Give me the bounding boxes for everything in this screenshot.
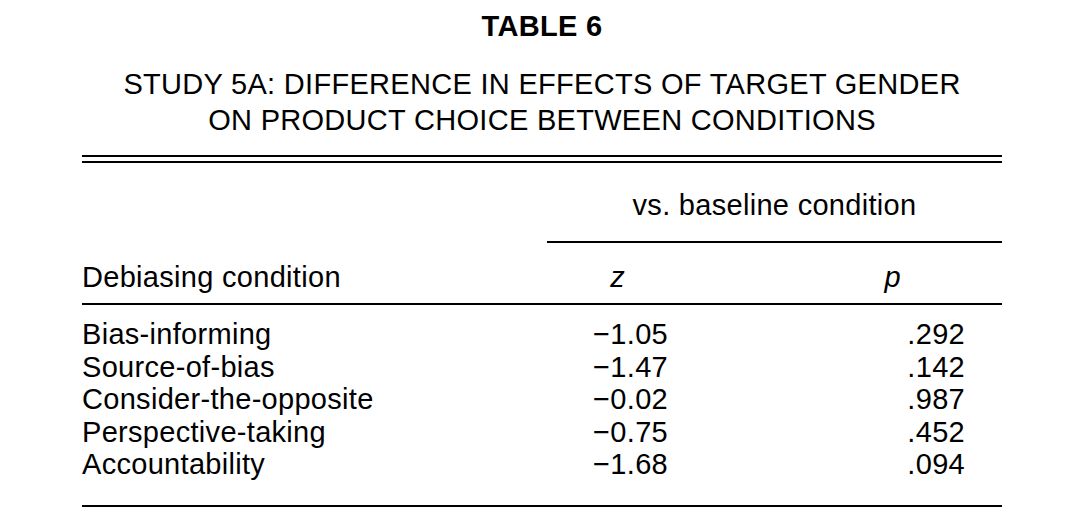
row-condition: Source-of-bias bbox=[82, 351, 547, 384]
row-p-value: .094 bbox=[780, 448, 1002, 481]
bottom-rule bbox=[82, 505, 1002, 507]
row-z-value: −1.05 bbox=[547, 318, 780, 351]
table-row: Bias-informing −1.05 .292 bbox=[82, 318, 1002, 351]
row-p-value: .292 bbox=[780, 318, 1002, 351]
row-condition: Bias-informing bbox=[82, 318, 547, 351]
column-header-z: z bbox=[547, 259, 780, 295]
table-row: Consider-the-opposite −0.02 .987 bbox=[82, 383, 1002, 416]
row-z-value: −1.47 bbox=[547, 351, 780, 384]
row-p-value: .987 bbox=[780, 383, 1002, 416]
row-z-value: −0.02 bbox=[547, 383, 780, 416]
row-condition: Perspective-taking bbox=[82, 416, 547, 449]
paper-table: TABLE 6 STUDY 5A: DIFFERENCE IN EFFECTS … bbox=[82, 0, 1002, 507]
top-double-rule bbox=[82, 155, 1002, 163]
table-title: STUDY 5A: DIFFERENCE IN EFFECTS OF TARGE… bbox=[82, 66, 1002, 138]
table-row: Accountability −1.68 .094 bbox=[82, 448, 1002, 481]
column-header-row: Debiasing condition z p bbox=[82, 259, 1002, 295]
table-title-line-2: ON PRODUCT CHOICE BETWEEN CONDITIONS bbox=[82, 102, 1002, 138]
table-number-label: TABLE 6 bbox=[82, 8, 1002, 44]
row-z-value: −0.75 bbox=[547, 416, 780, 449]
table-row: Perspective-taking −0.75 .452 bbox=[82, 416, 1002, 449]
header-rule bbox=[82, 303, 1002, 305]
table-title-line-1: STUDY 5A: DIFFERENCE IN EFFECTS OF TARGE… bbox=[82, 66, 1002, 102]
column-header-p: p bbox=[780, 259, 1002, 295]
table-row: Source-of-bias −1.47 .142 bbox=[82, 351, 1002, 384]
row-p-value: .142 bbox=[780, 351, 1002, 384]
spanner-rule bbox=[547, 241, 1002, 243]
row-condition: Accountability bbox=[82, 448, 547, 481]
row-z-value: −1.68 bbox=[547, 448, 780, 481]
table-body: Bias-informing −1.05 .292 Source-of-bias… bbox=[82, 318, 1002, 481]
column-spanner-header: vs. baseline condition bbox=[547, 187, 1002, 223]
row-condition: Consider-the-opposite bbox=[82, 383, 547, 416]
row-p-value: .452 bbox=[780, 416, 1002, 449]
column-header-condition: Debiasing condition bbox=[82, 259, 547, 295]
